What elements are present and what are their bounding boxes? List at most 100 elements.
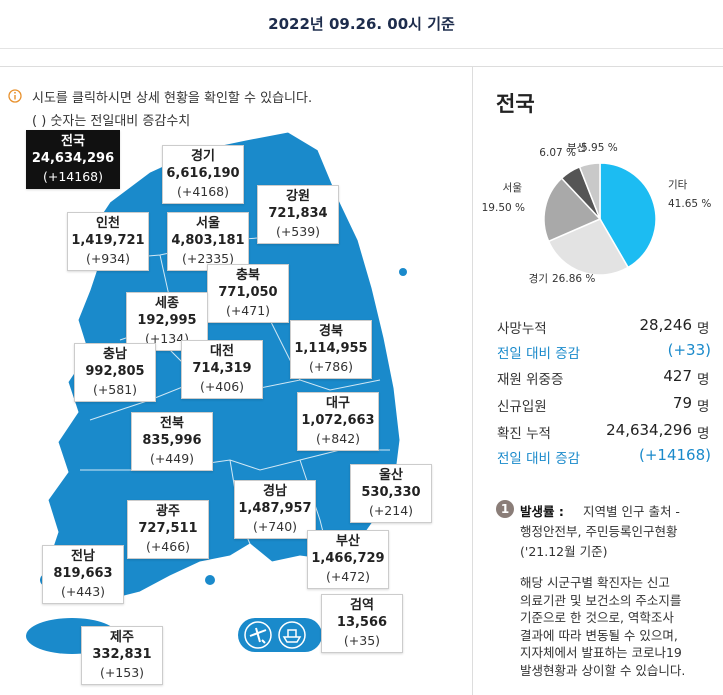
region-label[interactable]: 경남 1,487,957 (+740) xyxy=(234,480,316,539)
region-name: 광주 xyxy=(156,504,180,519)
region-label[interactable]: 충북 771,050 (+471) xyxy=(207,264,289,323)
port-icon xyxy=(282,629,302,643)
region-name: 전남 xyxy=(71,549,95,564)
region-name: 전국 xyxy=(61,134,85,149)
region-label[interactable]: 충남 992,805 (+581) xyxy=(74,343,156,402)
pie-value-label: 6.07 % xyxy=(539,147,576,159)
stat-unit: 명 xyxy=(697,426,710,442)
region-total: 1,419,721 xyxy=(71,233,145,248)
stat-label: 사망누적 xyxy=(497,321,547,337)
region-label[interactable]: 검역 13,566 (+35) xyxy=(321,594,403,653)
stat-label: 확진 누적 xyxy=(497,426,551,442)
region-change: (+153) xyxy=(99,665,145,680)
region-name: 충북 xyxy=(236,268,260,283)
region-label[interactable]: 인천 1,419,721 (+934) xyxy=(67,212,149,271)
region-name: 부산 xyxy=(336,534,360,549)
region-label[interactable]: 강원 721,834 (+539) xyxy=(257,185,339,244)
pie-slice xyxy=(578,162,601,220)
panel-title: 전국 xyxy=(496,92,535,116)
region-name: 전북 xyxy=(160,416,184,431)
region-total: 1,466,729 xyxy=(311,551,385,566)
pie-category: 서울 xyxy=(503,182,523,194)
region-total: 6,616,190 xyxy=(166,166,240,181)
footnote-paragraph: 기준으로 한 것으로, 역학조사 xyxy=(520,610,674,625)
stat-label: 전일 대비 증감 xyxy=(497,346,581,362)
region-change: (+786) xyxy=(308,359,354,374)
region-change: (+134) xyxy=(144,331,190,346)
region-label[interactable]: 울산 530,330 (+214) xyxy=(350,464,432,523)
pie-slice xyxy=(599,162,657,269)
pie-slice xyxy=(543,177,602,243)
footnote-line: 지역별 인구 출처 - xyxy=(583,504,680,519)
footnote-line: ('21.12월 기준) xyxy=(520,544,608,559)
region-total: 819,663 xyxy=(53,566,113,581)
region-label[interactable]: 제주 332,831 (+153) xyxy=(81,626,163,685)
region-label[interactable]: 대전 714,319 (+406) xyxy=(181,340,263,399)
region-name: 검역 xyxy=(350,598,374,613)
region-label[interactable]: 대구 1,072,663 (+842) xyxy=(297,392,379,451)
pie-category: 부산 xyxy=(567,142,587,154)
region-change: (+581) xyxy=(92,382,138,397)
footnote-paragraph: 의료기관 및 보건소의 주소지를 xyxy=(520,592,682,608)
region-label[interactable]: 경북 1,114,955 (+786) xyxy=(290,320,372,379)
region-change: (+443) xyxy=(60,584,106,599)
stat-label: 재원 위중증 xyxy=(497,372,564,388)
airport-icon xyxy=(249,627,267,644)
stat-unit: 명 xyxy=(697,321,710,337)
region-total: 13,566 xyxy=(336,615,388,630)
footnote-number: 1 xyxy=(496,500,514,518)
region-name: 대구 xyxy=(326,396,350,411)
region-label[interactable]: 부산 1,466,729 (+472) xyxy=(307,530,389,589)
region-total: 835,996 xyxy=(142,433,202,448)
stat-unit: 명 xyxy=(697,372,710,388)
region-name: 세종 xyxy=(155,296,179,311)
pie-value-label: 41.65 % xyxy=(668,198,711,210)
region-label[interactable]: 경기 6,616,190 (+4168) xyxy=(162,145,244,204)
region-name: 대전 xyxy=(210,344,234,359)
region-label[interactable]: 광주 727,511 (+466) xyxy=(127,500,209,559)
header-title: 2022년 09.26. 00시 기준 xyxy=(268,15,455,33)
stat-value: (+14168) xyxy=(639,446,711,464)
pie-category: 경기 xyxy=(529,272,548,285)
island xyxy=(399,268,407,276)
region-name: 제주 xyxy=(110,630,134,645)
region-label[interactable]: 서울 4,803,181 (+2335) xyxy=(167,212,249,271)
divider xyxy=(472,66,473,695)
region-label[interactable]: 전북 835,996 (+449) xyxy=(131,412,213,471)
footnote-line: 행정안전부, 주민등록인구현황 xyxy=(520,524,678,539)
port-icon[interactable] xyxy=(278,621,306,649)
region-change: (+472) xyxy=(325,569,371,584)
region-change: (+740) xyxy=(252,519,298,534)
stat-value: 79 xyxy=(672,394,692,412)
region-label[interactable]: 전남 819,663 (+443) xyxy=(42,545,124,604)
region-name: 충남 xyxy=(103,347,127,362)
region-change: (+842) xyxy=(315,431,361,446)
region-total: 992,805 xyxy=(85,364,145,379)
footnote-heading: 발생률 : xyxy=(520,504,564,519)
island xyxy=(205,575,215,585)
footnote-paragraph: 발생현황과 상이할 수 있습니다. xyxy=(520,662,686,678)
region-change: (+35) xyxy=(343,633,381,648)
region-total: 4,803,181 xyxy=(171,233,245,248)
region-total: 332,831 xyxy=(92,647,152,662)
stat-value: 24,634,296 xyxy=(606,421,692,439)
pie-chart: 기타 41.65 % 경기 26.86 % 서울 19.50 % 6.07 %부산5.95 … xyxy=(482,142,712,285)
region-total: 1,114,955 xyxy=(294,341,368,356)
region-name: 인천 xyxy=(96,216,120,231)
region-name: 서울 xyxy=(196,216,220,231)
region-name: 울산 xyxy=(379,468,403,483)
divider xyxy=(0,66,723,67)
region-name: 강원 xyxy=(286,189,310,204)
region-change: (+466) xyxy=(145,539,191,554)
region-name: 경남 xyxy=(263,484,287,499)
region-total: 727,511 xyxy=(138,521,198,536)
pie-value-label: 26.86 % xyxy=(552,273,595,285)
region-change: (+14168) xyxy=(43,169,103,184)
region-name: 경북 xyxy=(319,324,343,339)
pie-category: 기타 xyxy=(668,179,688,191)
region-label[interactable]: 전국 24,634,296 (+14168) xyxy=(26,130,120,189)
region-change: (+214) xyxy=(368,503,414,518)
airport-icon[interactable] xyxy=(244,621,272,649)
region-total: 1,072,663 xyxy=(301,413,375,428)
